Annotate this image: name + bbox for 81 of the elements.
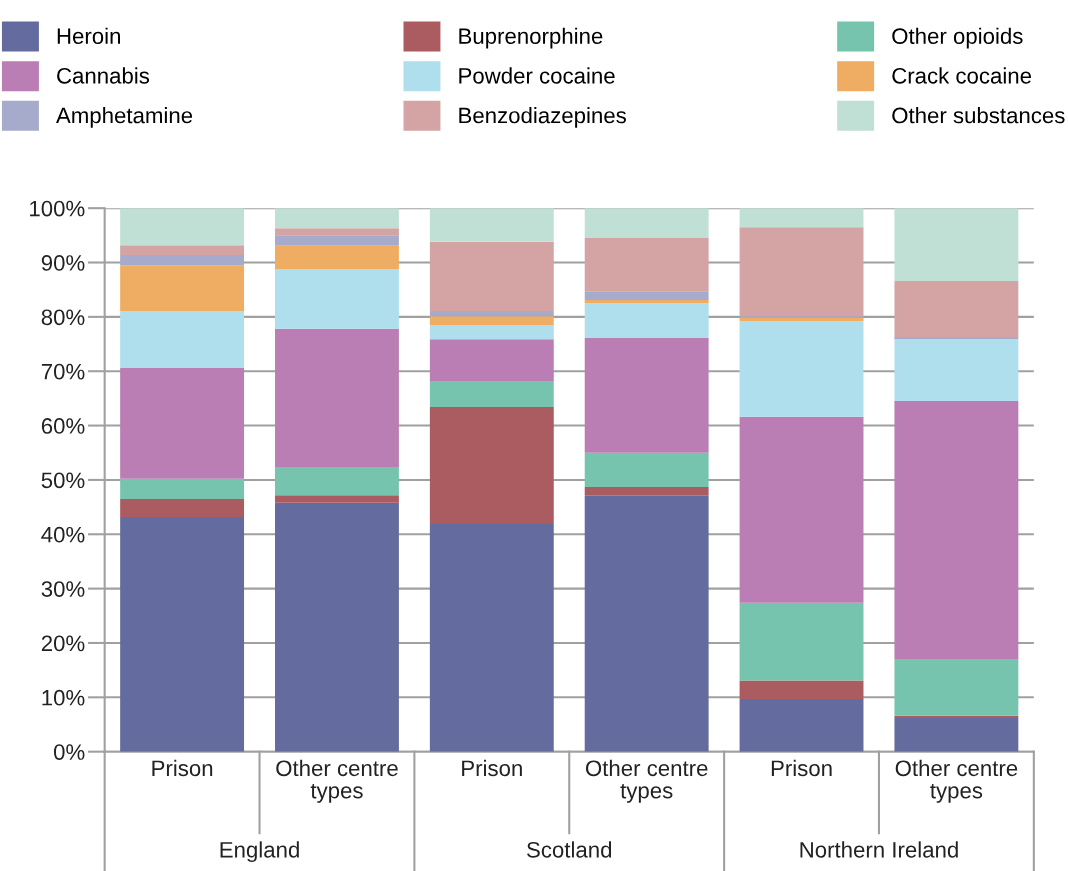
bar	[275, 495, 399, 503]
bar	[120, 310, 245, 368]
bar	[429, 339, 554, 381]
text: Northern Ireland	[800, 841, 958, 858]
text: England	[220, 841, 299, 863]
bar	[429, 381, 554, 408]
bar	[429, 325, 554, 340]
y-tick-label: 70%	[41, 363, 85, 380]
legend-label: Amphetamine	[56, 107, 193, 128]
y-tick-label: 50%	[41, 472, 85, 489]
legend-label: Powder cocaine	[459, 67, 615, 84]
x-tick-label: Prison	[771, 759, 832, 777]
bar	[429, 407, 554, 524]
bar	[120, 516, 245, 752]
bar	[739, 227, 864, 317]
legend-label: Buprenorphine	[459, 27, 603, 49]
bar	[120, 367, 245, 479]
bar	[739, 680, 864, 699]
bar	[894, 715, 1019, 718]
x-tick-label: Prison	[462, 759, 522, 777]
x-tick-label: Prison	[152, 759, 213, 777]
bar	[584, 291, 709, 301]
legend-label: Other opioids	[892, 27, 1023, 49]
bar	[739, 317, 864, 322]
bar	[120, 254, 245, 266]
y-tick-label: 80%	[41, 309, 85, 326]
bar	[275, 245, 399, 270]
x-tick-label: Other centre types	[895, 759, 1018, 803]
bar	[584, 300, 709, 304]
bar	[275, 466, 399, 496]
bar	[275, 502, 399, 752]
y-tick-label: 90%	[41, 255, 85, 271]
bar	[894, 717, 1019, 752]
legend-label: Cannabis	[57, 67, 150, 84]
bar	[120, 498, 245, 517]
legend-label: Other substances	[892, 107, 1065, 124]
bar	[894, 339, 1019, 402]
y-tick-label: 30%	[41, 581, 85, 597]
bar	[275, 328, 399, 467]
bar	[429, 241, 554, 311]
y-tick-label: 100%	[30, 200, 85, 217]
bar	[739, 208, 864, 228]
bar	[275, 235, 399, 246]
legend-label: Benzodiazepines	[459, 107, 626, 128]
bar	[120, 478, 245, 499]
bar	[429, 316, 554, 326]
bar	[120, 208, 245, 246]
y-tick-label: 40%	[41, 526, 85, 543]
bar	[584, 452, 709, 487]
bar	[894, 659, 1019, 716]
bar	[275, 269, 399, 329]
y-tick-label: 0%	[53, 744, 85, 760]
bar	[584, 495, 709, 752]
bar	[275, 228, 399, 236]
bar	[584, 303, 709, 339]
bar	[429, 310, 554, 317]
bar	[739, 698, 864, 752]
bar	[584, 338, 709, 453]
bar	[739, 321, 864, 417]
text: Scotland	[527, 841, 612, 858]
legend-label: Heroin	[57, 27, 120, 44]
bar	[429, 523, 554, 752]
bar	[275, 208, 399, 229]
bar	[894, 336, 1019, 340]
bar	[894, 281, 1019, 337]
bar	[429, 208, 554, 242]
bar	[894, 208, 1019, 281]
bar	[120, 265, 245, 311]
bar	[894, 401, 1019, 660]
y-tick-label: 60%	[41, 418, 85, 434]
y-tick-label: 20%	[41, 635, 85, 652]
bar	[584, 486, 709, 496]
bar	[120, 245, 245, 255]
bar	[584, 238, 709, 292]
y-tick-label: 10%	[42, 689, 85, 706]
legend-label: Crack cocaine	[892, 67, 1032, 84]
x-tick-label: Other centre types	[276, 759, 398, 803]
bar	[739, 416, 864, 603]
bar	[584, 208, 709, 239]
x-tick-label: Other centre types	[585, 759, 708, 803]
bar	[739, 602, 864, 681]
